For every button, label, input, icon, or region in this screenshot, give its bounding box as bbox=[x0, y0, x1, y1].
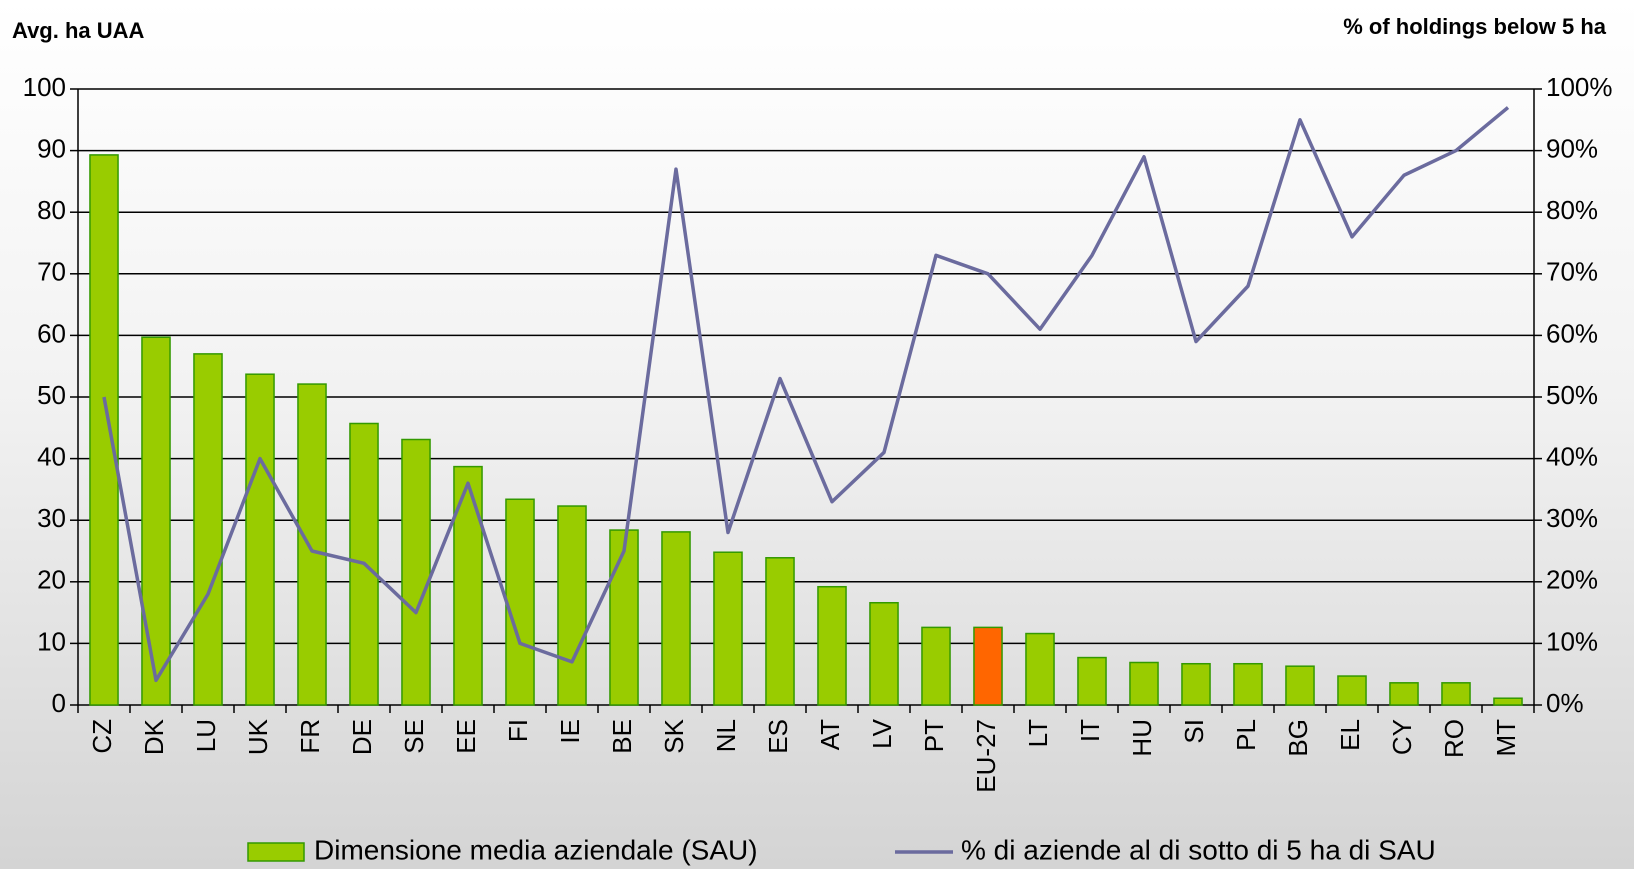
line bbox=[102, 106, 1510, 683]
y2-tick-label: 50% bbox=[1546, 380, 1598, 410]
bar bbox=[89, 154, 119, 706]
bar bbox=[609, 529, 639, 706]
x-tick-label: CY bbox=[1387, 719, 1417, 755]
bar bbox=[1077, 656, 1107, 706]
y-tick-label: 30 bbox=[37, 503, 66, 533]
bar bbox=[1181, 662, 1211, 706]
y2-tick-label: 0% bbox=[1546, 688, 1584, 718]
y-tick-label: 20 bbox=[37, 565, 66, 595]
x-tick-label: EL bbox=[1335, 719, 1365, 751]
x-tick-label: SI bbox=[1179, 719, 1209, 744]
bar bbox=[921, 626, 951, 706]
bar bbox=[1337, 675, 1367, 706]
y2-tick-label: 70% bbox=[1546, 257, 1598, 287]
y-tick-label: 90 bbox=[37, 133, 66, 163]
y2-tick-label: 80% bbox=[1546, 195, 1598, 225]
y-tick-label: 70 bbox=[37, 257, 66, 287]
y2-tick-label: 20% bbox=[1546, 565, 1598, 595]
legend-swatch bbox=[247, 842, 305, 862]
y-tick-label: 100 bbox=[23, 72, 66, 102]
x-tick-label: IT bbox=[1075, 719, 1105, 742]
x-tick-label: AT bbox=[815, 719, 845, 750]
bar bbox=[973, 626, 1003, 706]
x-tick-label: MT bbox=[1491, 719, 1521, 757]
x-tick-label: LU bbox=[191, 719, 221, 752]
y2-tick-label: 60% bbox=[1546, 318, 1598, 348]
x-tick-label: BE bbox=[607, 719, 637, 754]
y2-tick-label: 10% bbox=[1546, 626, 1598, 656]
x-tick-label: DE bbox=[347, 719, 377, 755]
x-tick-label: UK bbox=[243, 718, 273, 755]
x-tick-label: RO bbox=[1439, 719, 1469, 758]
bar bbox=[401, 438, 431, 706]
bar bbox=[245, 373, 275, 706]
x-tick-label: EE bbox=[451, 719, 481, 754]
y-axis-title: Avg. ha UAA bbox=[12, 18, 145, 43]
bar bbox=[453, 465, 483, 706]
x-tick-label: NL bbox=[711, 719, 741, 752]
bar bbox=[713, 551, 743, 706]
bar bbox=[1285, 665, 1315, 706]
x-tick-label: LT bbox=[1023, 719, 1053, 748]
bar bbox=[1389, 682, 1419, 706]
x-tick-label: FI bbox=[503, 719, 533, 742]
bar bbox=[869, 601, 899, 706]
bar bbox=[297, 383, 327, 706]
y-tick-label: 50 bbox=[37, 380, 66, 410]
x-tick-label: HU bbox=[1127, 719, 1157, 757]
x-tick-label: EU-27 bbox=[971, 719, 1001, 793]
bar bbox=[505, 498, 535, 706]
x-tick-label: CZ bbox=[87, 719, 117, 754]
x-tick-label: LV bbox=[867, 718, 897, 749]
bar bbox=[1233, 662, 1263, 706]
bar bbox=[1493, 697, 1523, 706]
y-tick-label: 60 bbox=[37, 318, 66, 348]
bar bbox=[765, 557, 795, 706]
y2-tick-label: 40% bbox=[1546, 441, 1598, 471]
y2-tick-label: 30% bbox=[1546, 503, 1598, 533]
legend-label: % di aziende al di sotto di 5 ha di SAU bbox=[961, 834, 1436, 865]
x-tick-label: PL bbox=[1231, 719, 1261, 751]
x-tick-label: FR bbox=[295, 719, 325, 754]
x-tick-label: ES bbox=[763, 719, 793, 754]
bar bbox=[661, 531, 691, 706]
bar bbox=[1129, 661, 1159, 706]
y2-tick-label: 90% bbox=[1546, 133, 1598, 163]
bar bbox=[557, 505, 587, 706]
x-tick-label: SE bbox=[399, 719, 429, 754]
y-tick-label: 0 bbox=[52, 688, 66, 718]
x-tick-label: PT bbox=[919, 719, 949, 752]
y2-axis-title: % of holdings below 5 ha bbox=[1343, 14, 1606, 39]
bar bbox=[1025, 632, 1055, 706]
x-tick-label: SK bbox=[659, 718, 689, 753]
y-tick-label: 80 bbox=[37, 195, 66, 225]
y2-tick-label: 100% bbox=[1546, 72, 1613, 102]
y-tick-label: 10 bbox=[37, 626, 66, 656]
bar bbox=[1441, 682, 1471, 706]
x-tick-label: BG bbox=[1283, 719, 1313, 757]
x-tick-label: IE bbox=[555, 719, 585, 744]
bar bbox=[817, 585, 847, 706]
legend-label: Dimensione media aziendale (SAU) bbox=[314, 834, 758, 865]
y-tick-label: 40 bbox=[37, 441, 66, 471]
bar bbox=[193, 353, 223, 706]
x-tick-label: DK bbox=[139, 718, 169, 755]
bar bbox=[141, 336, 171, 706]
